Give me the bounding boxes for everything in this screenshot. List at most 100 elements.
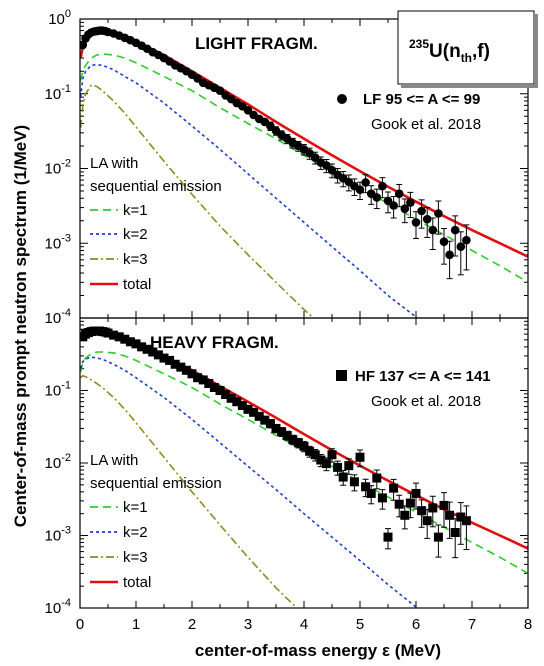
data-point [260,415,270,425]
data-point [389,201,398,210]
x-tick-label: 6 [412,616,420,633]
data-point [103,328,113,338]
y-tick-label-exp: 0 [65,8,71,20]
data-point [462,235,471,245]
panel-label: HEAVY FRAGM. [150,333,279,352]
legend-label-total: total [123,276,151,293]
data-point [321,459,331,469]
y-tick-label-base: 10 [45,383,62,400]
reaction-mass: 235 [409,37,429,51]
data-point [142,344,152,354]
data-point [327,165,337,175]
experimental-points [80,26,471,280]
data-point [310,153,320,162]
y-tick-label-exp: -3 [61,525,71,537]
legend-label-k3: k=3 [123,549,148,566]
y-tick-label-exp: -4 [61,597,71,609]
legend-subtitle: sequential emission [90,178,222,195]
data-point [378,181,387,191]
y-tick-label: 10-2 [45,452,71,472]
y-tick-label-exp: -2 [61,452,71,464]
data-point [243,404,253,414]
data-point [148,347,158,357]
data-point [137,342,147,352]
x-tick-label: 0 [76,616,84,633]
data-point [114,332,124,342]
x-tick-label: 5 [356,616,364,633]
panel-frame [79,317,529,609]
reference-label: Gook et al. 2018 [371,116,481,133]
data-point [349,477,359,487]
legend-label-k2: k=2 [123,524,148,541]
y-tick-label-base: 10 [45,86,62,103]
data-point [271,423,281,433]
data-point [422,214,432,224]
legend-title: LA with [90,155,138,172]
data-point [361,178,370,187]
reference-label: Gook et al. 2018 [371,393,481,410]
data-point [299,441,309,451]
data-point [254,411,264,421]
y-tick-label-base: 10 [45,310,62,327]
y-tick-label-base: 10 [45,528,62,545]
data-point [439,500,449,510]
data-point [411,218,421,227]
curve-k3 [80,374,298,608]
data-point [153,350,163,360]
y-tick-label-exp: -1 [61,83,71,95]
reaction-element: U(n [429,41,461,62]
y-tick-label: 10-1 [45,83,71,103]
data-point [461,516,471,526]
y-tick-label: 10-1 [45,380,71,400]
curve-k3 [80,84,315,318]
legend-label-k1: k=1 [123,202,148,219]
reaction-label: 235U(nth,f) [409,37,490,65]
x-tick-label: 2 [188,616,196,633]
y-tick-label-base: 10 [45,600,62,617]
panel-label: LIGHT FRAGM. [195,34,318,53]
data-point [355,452,365,462]
data-point [277,427,287,437]
data-point [209,382,219,392]
y-tick-label: 10-3 [45,525,71,545]
data-point [439,237,449,246]
x-tick-label: 3 [244,616,252,633]
data-point [120,334,130,344]
data-point [226,393,236,403]
data-point [282,430,292,440]
data-point [445,250,454,260]
data-point [293,438,303,448]
reaction-tail: ,f) [472,41,490,62]
data-point [221,390,231,400]
data-point [176,362,186,372]
data-legend-marker [337,94,347,104]
data-point [187,369,197,379]
reaction-sub: th [461,51,472,65]
data-point [310,450,320,460]
data-point [232,397,242,407]
y-tick-label-exp: -2 [61,158,71,170]
data-point [193,373,203,383]
data-point [394,499,404,509]
data-point [405,498,415,508]
reaction-box: 235U(nth,f) [397,10,538,88]
data-point [372,473,382,483]
y-axis-title: Center-of-mass prompt neutron spectrum (… [11,125,30,527]
data-point [125,337,135,347]
experimental-points [80,326,471,559]
data-point [361,482,371,492]
legend-label-k3: k=3 [123,251,148,268]
x-tick-label: 7 [468,616,476,633]
axis-ticks [79,317,529,609]
data-point [394,189,404,199]
data-point [434,209,443,218]
data-legend-label: LF 95 <= A <= 99 [363,91,480,108]
y-tick-label: 10-3 [45,232,71,252]
data-point [327,450,337,460]
data-point [433,532,443,542]
y-tick-label-exp: -4 [61,307,71,319]
y-tick-label-base: 10 [45,161,62,178]
data-point [265,419,275,429]
